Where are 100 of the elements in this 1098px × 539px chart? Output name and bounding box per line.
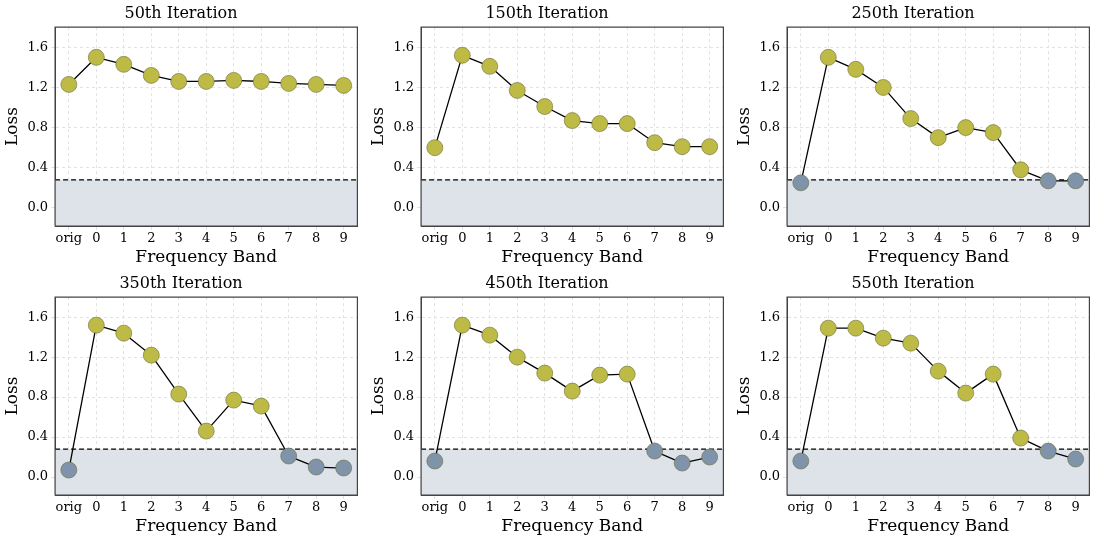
x-tick-label: 3 [540,230,549,246]
x-tick-label: orig [55,230,83,246]
x-tick-label: 6 [989,230,998,246]
y-tick-label: 0.0 [393,199,415,215]
point [902,110,920,127]
y-tick-label: 1.2 [27,78,49,94]
x-tick-label: 4 [934,230,943,246]
point [280,447,297,465]
x-tick-label: 6 [623,230,632,246]
x-tick-label: 3 [906,230,915,246]
x-tick-label: 0 [824,230,833,246]
point [307,458,325,476]
point [225,72,243,89]
x-tick-label: 5 [595,230,604,246]
point [225,391,243,409]
x-tick-label: 9 [705,499,714,515]
chart-title: 50th Iteration [124,2,238,22]
x-tick-label: 7 [1016,499,1025,515]
y-tick-label: 0.8 [27,118,49,134]
point [874,79,892,96]
x-tick-label: 4 [568,499,577,515]
x-axis-title: Frequency Band [501,515,644,536]
y-tick-label: 1.6 [759,38,781,54]
x-axis-title: Frequency Band [135,246,278,267]
x-tick-label: 7 [284,230,293,246]
x-tick-label: 9 [705,230,714,246]
point [252,397,270,415]
x-tick-label: 4 [202,230,211,246]
x-tick-label: 3 [540,499,549,515]
point [1039,442,1057,460]
x-tick-label: 9 [1071,230,1080,246]
y-tick-label: 0.4 [759,159,781,175]
point [792,174,810,192]
point [1012,161,1029,179]
x-tick-label: orig [421,230,449,246]
x-tick-label: 5 [961,499,970,515]
x-tick-label: 5 [229,499,238,515]
chart-title: 250th Iteration [851,2,975,22]
y-tick-label: 1.6 [393,308,415,324]
x-tick-label: 4 [568,230,577,246]
chart-title: 150th Iteration [485,2,609,22]
y-tick-label: 1.2 [393,348,415,364]
point [701,138,718,155]
point [60,461,78,479]
point [929,129,947,146]
point [646,134,663,151]
y-tick-label: 0.4 [27,159,49,175]
x-tick-label: 6 [989,499,998,515]
y-axis-title: Loss [732,376,753,416]
y-axis-title: Loss [366,376,387,416]
x-tick-label: 3 [906,499,915,515]
point [335,459,352,477]
y-axis-title: Loss [732,107,753,147]
point [984,124,1002,141]
y-tick-label: 1.2 [759,348,781,364]
x-axis-title: Frequency Band [135,515,278,536]
x-tick-label: 0 [458,230,467,246]
point [115,324,133,342]
point [508,82,526,99]
y-tick-label: 0.4 [759,428,781,444]
x-tick-label: 1 [485,499,494,515]
y-tick-label: 0.0 [27,199,49,215]
point [1012,429,1029,447]
point [88,316,105,334]
x-tick-label: 8 [1044,499,1053,515]
point [536,364,554,382]
y-tick-label: 0.8 [27,388,49,404]
point [618,115,636,132]
x-tick-label: 0 [824,499,833,515]
x-tick-label: 6 [623,499,632,515]
point [481,58,499,75]
x-tick-label: 6 [257,499,266,515]
point [874,329,892,347]
point [984,365,1002,383]
x-tick-label: 1 [851,230,860,246]
y-tick-label: 0.4 [393,159,415,175]
point [957,119,975,136]
point [307,76,325,93]
x-tick-label: 0 [92,499,101,515]
point [142,346,160,364]
point [820,49,837,66]
x-tick-label: 5 [961,230,970,246]
y-tick-label: 0.0 [27,468,49,484]
y-tick-label: 1.2 [393,78,415,94]
y-axis-title: Loss [0,107,21,147]
x-tick-label: 7 [1016,230,1025,246]
y-tick-label: 0.4 [393,428,415,444]
x-tick-label: 1 [119,499,128,515]
point [902,334,920,352]
point [454,316,471,334]
x-tick-label: 5 [595,499,604,515]
x-tick-label: 8 [312,499,321,515]
x-tick-label: 4 [934,499,943,515]
point [591,366,609,384]
x-tick-label: orig [787,499,815,515]
x-tick-label: 2 [879,499,888,515]
x-tick-label: 9 [339,499,348,515]
x-axis-title: Frequency Band [867,246,1010,267]
point [170,385,188,403]
y-axis-title: Loss [366,107,387,147]
